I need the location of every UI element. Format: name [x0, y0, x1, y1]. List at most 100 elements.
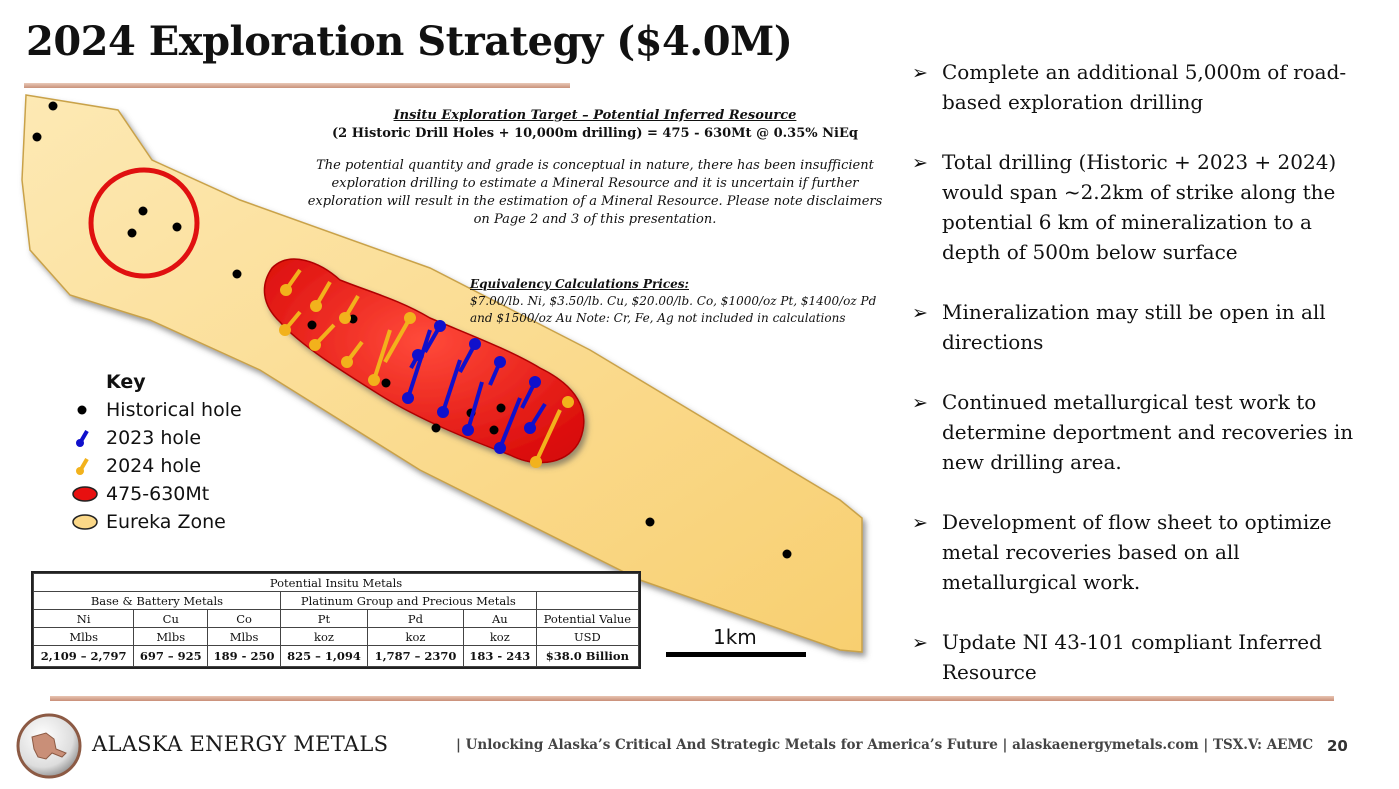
header-cell: Cu — [133, 609, 209, 628]
bullet-text: Complete an additional 5,000m of road-ba… — [942, 60, 1347, 114]
value-cell: 183 - 243 — [462, 645, 537, 667]
hole-2023-marker — [524, 402, 547, 434]
table-group-row: Base & Battery Metals Platinum Group and… — [33, 591, 640, 610]
group-empty — [535, 591, 640, 610]
hole-2024-marker — [562, 396, 574, 408]
hole-2024-marker — [368, 329, 392, 386]
unit-cell: koz — [367, 627, 464, 646]
bullet-item: ➢ Mineralization may still be open in all… — [912, 297, 1362, 357]
header-cell: Pd — [367, 609, 464, 628]
table-values-row: 2,109 – 2,797 697 – 925 189 - 250 825 – … — [32, 645, 640, 667]
target-resource-shape — [263, 258, 585, 464]
hole-2023-marker — [462, 381, 484, 436]
hole-2024-marker — [339, 294, 360, 324]
page-number: 20 — [1327, 737, 1348, 755]
target-heading: Insitu Exploration Target – Potential In… — [393, 108, 797, 123]
legend-label: 2023 hole — [106, 427, 202, 449]
hole-2024-marker — [341, 340, 364, 368]
red-ellipse-icon — [72, 486, 98, 502]
hole-2023-marker — [423, 320, 446, 353]
historical-hole-marker — [489, 425, 499, 435]
bullet-item: ➢ Update NI 43-101 compliant Inferred Res… — [912, 627, 1362, 687]
historical-hole-marker — [645, 517, 655, 527]
historical-hole-marker — [431, 423, 441, 433]
exploration-target-note: Insitu Exploration Target – Potential In… — [295, 107, 895, 229]
hole-2024-marker — [530, 409, 562, 468]
value-cell: 825 – 1,094 — [279, 645, 369, 667]
historical-holes — [32, 101, 792, 559]
footer-tagline: | Unlocking Alaska’s Critical And Strate… — [456, 737, 1314, 753]
legend-item-zone: Eureka Zone — [72, 508, 242, 536]
bullet-text: Mineralization may still be open in all … — [942, 300, 1326, 354]
historical-hole-marker — [138, 206, 148, 216]
arrow-bullet-icon: ➢ — [912, 302, 928, 324]
legend-item-historical: Historical hole — [72, 396, 242, 424]
legend-label: Historical hole — [106, 399, 242, 421]
group-base-metals: Base & Battery Metals — [33, 591, 281, 610]
scale-bar — [666, 652, 806, 657]
hole-2024-marker — [383, 312, 416, 363]
bullet-item: ➢ Development of flow sheet to optimize m… — [912, 507, 1362, 597]
historical-hole-marker — [381, 378, 391, 388]
unit-cell: koz — [462, 627, 537, 646]
value-cell: 697 – 925 — [133, 645, 209, 667]
header-cell: Co — [207, 609, 281, 628]
value-cell: 1,787 – 2370 — [367, 645, 464, 667]
table-title-row: Potential Insitu Metals — [33, 573, 639, 592]
equivalency-heading: Equivalency Calculations Prices: — [470, 277, 689, 291]
holes-2023 — [402, 320, 547, 454]
holes-2024 — [279, 268, 574, 468]
legend-item-target: 475-630Mt — [72, 480, 242, 508]
legend-label: 475-630Mt — [106, 483, 210, 505]
header-cell: Potential Value — [535, 609, 640, 628]
yellow-ellipse-icon — [72, 514, 98, 530]
hole-2023-marker — [458, 338, 481, 373]
header-cell: Pt — [279, 609, 369, 628]
historical-hole-marker — [232, 269, 242, 279]
arrow-bullet-icon: ➢ — [912, 632, 928, 654]
arrow-bullet-icon: ➢ — [912, 512, 928, 534]
footer-rule — [50, 696, 1334, 701]
bullet-text: Development of flow sheet to optimize me… — [942, 510, 1332, 594]
legend-title: Key — [106, 371, 146, 393]
bullet-text: Total drilling (Historic + 2023 + 2024) … — [942, 150, 1337, 264]
slide-title: 2024 Exploration Strategy ($4.0M) — [26, 18, 793, 65]
unit-cell: Mlbs — [32, 627, 135, 646]
unit-cell: USD — [535, 627, 640, 646]
hole-2024-marker — [309, 323, 336, 351]
hole-2023-marker — [437, 359, 462, 418]
hole-2024-marker — [310, 280, 332, 312]
value-cell: 189 - 250 — [207, 645, 281, 667]
yellow-pin-icon — [76, 457, 89, 475]
target-formula: (2 Historic Drill Holes + 10,000m drilli… — [332, 126, 858, 141]
header-cell: Au — [462, 609, 537, 628]
group-pgm: Platinum Group and Precious Metals — [279, 591, 537, 610]
map-legend: Key Historical hole 2023 hole 2024 hole … — [72, 368, 242, 536]
legend-item-2023: 2023 hole — [72, 424, 242, 452]
historical-hole-marker — [496, 403, 506, 413]
bullet-item: ➢ Total drilling (Historic + 2023 + 2024)… — [912, 147, 1362, 267]
legend-label: Eureka Zone — [106, 511, 226, 533]
header-cell: Ni — [32, 609, 135, 628]
hole-2024-marker — [279, 310, 302, 336]
insitu-metals-table: Potential Insitu Metals Base & Battery M… — [31, 571, 641, 669]
hole-2023-marker — [520, 376, 541, 409]
title-underline — [24, 83, 570, 88]
historic-holes-circle — [88, 167, 200, 279]
historical-hole-marker — [48, 101, 58, 111]
legend-label: 2024 hole — [106, 455, 202, 477]
arrow-bullet-icon: ➢ — [912, 392, 928, 414]
hole-2024-marker — [280, 268, 302, 296]
historical-hole-marker — [307, 320, 317, 330]
bullet-item: ➢ Continued metallurgical test work to de… — [912, 387, 1362, 477]
value-cell: 2,109 – 2,797 — [32, 645, 135, 667]
company-logo-icon — [16, 713, 82, 779]
black-dot-icon — [77, 405, 87, 415]
value-cell: $38.0 Billion — [535, 645, 640, 667]
arrow-bullet-icon: ➢ — [912, 152, 928, 174]
company-name: ALASKA ENERGY METALS — [92, 732, 389, 756]
table-header-row: Ni Cu Co Pt Pd Au Potential Value — [32, 609, 640, 628]
hole-2023-marker — [488, 356, 506, 386]
bullet-item: ➢ Complete an additional 5,000m of road-b… — [912, 57, 1362, 117]
